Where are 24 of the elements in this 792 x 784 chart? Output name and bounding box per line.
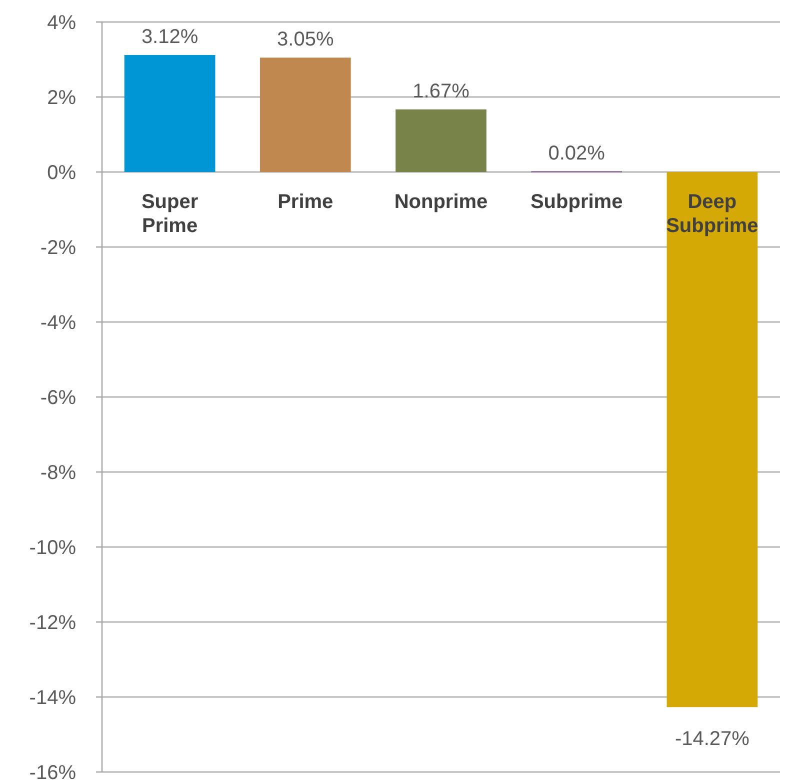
x-tick-label: Prime <box>278 191 334 213</box>
data-label: 3.12% <box>141 26 198 48</box>
data-label: 0.02% <box>548 142 606 164</box>
x-tick-label: Nonprime <box>394 191 488 213</box>
y-tick-label: -16% <box>29 762 76 784</box>
y-tick-label: -2% <box>40 237 76 259</box>
y-tick-label: -12% <box>29 612 76 634</box>
y-tick-label: -14% <box>29 687 76 709</box>
y-tick-label: -10% <box>29 537 76 559</box>
bar <box>666 172 758 708</box>
x-tick-label: Super Prime <box>141 191 198 237</box>
y-tick-label: -4% <box>40 312 76 334</box>
y-tick-label: 2% <box>47 87 76 109</box>
y-tick-label: -8% <box>40 462 76 484</box>
bar <box>396 109 486 172</box>
y-tick-label: 4% <box>47 12 76 34</box>
bar <box>260 58 351 172</box>
y-tick-label: -6% <box>40 387 76 409</box>
y-tick-label: 0% <box>47 162 76 184</box>
data-label: -14.27% <box>674 728 750 750</box>
data-label: 1.67% <box>412 80 470 102</box>
data-label: 3.05% <box>277 28 334 51</box>
x-tick-label: Subprime <box>530 191 623 213</box>
bar <box>124 55 216 172</box>
